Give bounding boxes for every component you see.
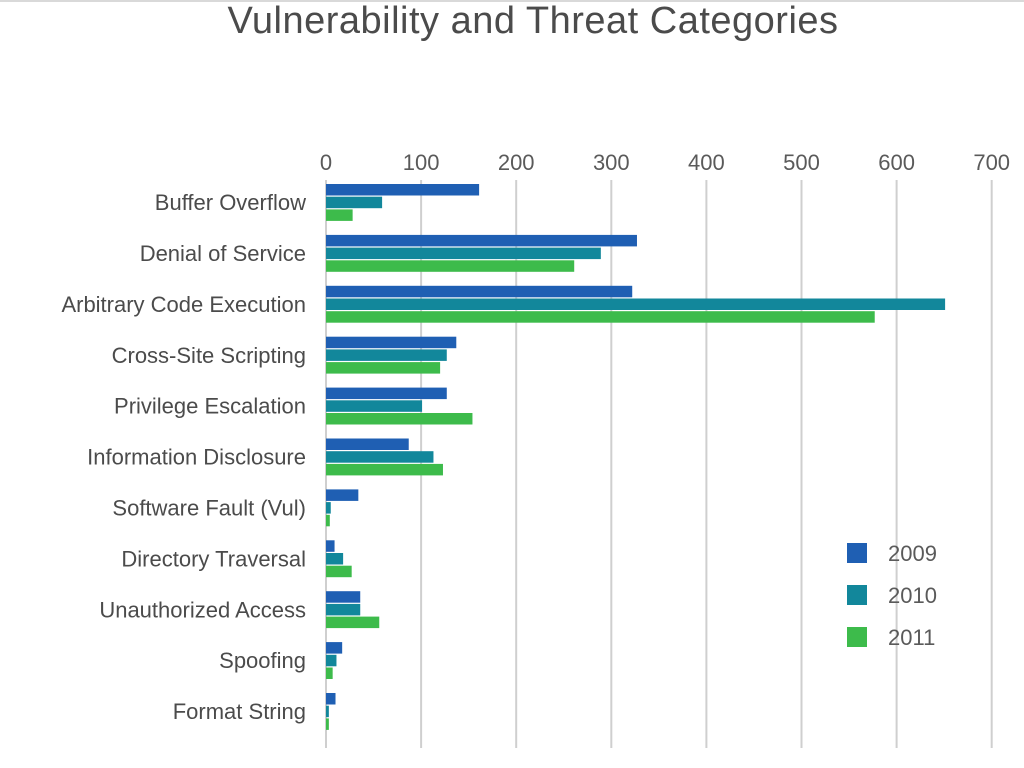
bar-2010 (326, 247, 601, 260)
category-label: Cross-Site Scripting (112, 343, 306, 368)
category-labels: Buffer Overflow Denial of Service Arbitrar… (61, 190, 306, 724)
bar-2009 (326, 540, 335, 552)
bar-2010 (326, 298, 946, 310)
bar-2011 (326, 209, 353, 221)
bar-2010 (326, 451, 434, 463)
x-tick-label: 600 (878, 150, 915, 175)
bars (326, 184, 946, 730)
x-tick-label: 0 (320, 150, 332, 175)
bar-2009 (326, 336, 457, 349)
bar-2010 (326, 349, 447, 361)
bar-2009 (326, 234, 637, 247)
bar-2011 (326, 667, 333, 679)
bar-2009 (326, 591, 361, 603)
legend-swatch (847, 543, 867, 563)
bar-2009 (326, 285, 633, 298)
legend-swatch (847, 627, 867, 647)
category-label: Arbitrary Code Execution (61, 292, 306, 317)
bar-2011 (326, 616, 380, 629)
x-tick-label: 300 (593, 150, 630, 175)
category-label: Directory Traversal (121, 546, 306, 571)
legend-label: 2010 (888, 583, 937, 608)
legend-swatch (847, 585, 867, 605)
bar-2010 (326, 654, 337, 667)
category-label: Unauthorized Access (99, 597, 306, 622)
bar-2010 (326, 502, 331, 514)
bar-2011 (326, 514, 330, 527)
category-label: Privilege Escalation (114, 394, 306, 419)
bar-2009 (326, 438, 409, 450)
bar-2010 (326, 400, 423, 412)
x-tick-label: 700 (973, 150, 1010, 175)
bar-2011 (326, 413, 473, 425)
bar-2009 (326, 489, 359, 501)
category-label: Software Fault (Vul) (112, 495, 306, 520)
x-tick-label: 200 (498, 150, 535, 175)
bar-2009 (326, 693, 336, 705)
bar-2009 (326, 184, 480, 196)
bar-2011 (326, 311, 875, 323)
bar-2011 (326, 463, 443, 476)
bar-2010 (326, 603, 361, 616)
bar-2010 (326, 196, 383, 209)
category-label: Buffer Overflow (155, 190, 306, 215)
x-tick-label: 500 (783, 150, 820, 175)
x-axis-ticks: 0 100 200 300 400 500 600 700 (320, 150, 1010, 175)
legend-label: 2009 (888, 541, 937, 566)
bar-2011 (326, 260, 575, 272)
category-label: Format String (173, 699, 306, 724)
x-tick-label: 100 (403, 150, 440, 175)
legend-label: 2011 (888, 625, 935, 650)
category-label: Information Disclosure (87, 445, 306, 470)
bar-2010 (326, 705, 329, 718)
bar-2011 (326, 718, 329, 730)
category-label: Denial of Service (140, 241, 306, 266)
top-divider (0, 0, 1024, 2)
x-tick-label: 400 (688, 150, 725, 175)
bar-2009 (326, 642, 343, 654)
bar-2011 (326, 362, 441, 374)
bar-2009 (326, 387, 447, 400)
category-label: Spoofing (219, 648, 306, 673)
chart-title: Vulnerability and Threat Categories (227, 0, 839, 42)
bar-2011 (326, 565, 352, 578)
legend: 2009 2010 2011 (847, 541, 937, 650)
bar-2010 (326, 553, 344, 565)
